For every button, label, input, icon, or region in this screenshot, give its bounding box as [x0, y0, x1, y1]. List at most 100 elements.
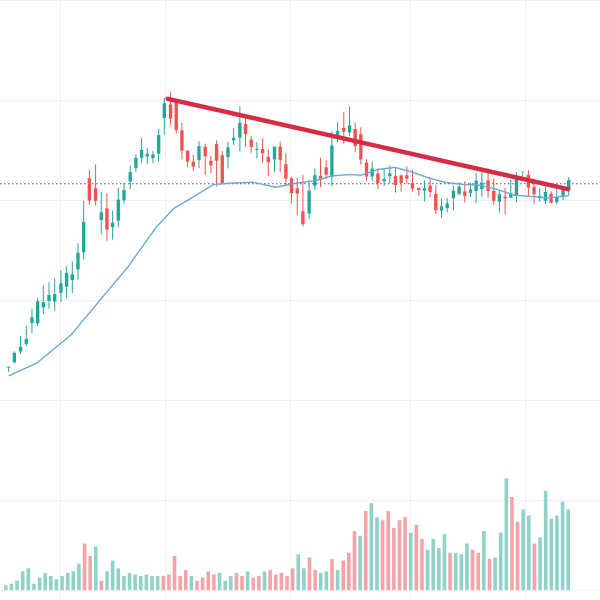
candle: [434, 185, 438, 215]
candle: [451, 185, 456, 211]
volume-bar: [99, 580, 104, 590]
candle-body: [156, 135, 161, 154]
volume-bar: [110, 560, 115, 590]
candle-body: [307, 190, 311, 214]
candle: [359, 127, 363, 165]
candle: [439, 198, 444, 218]
volume-bar: [268, 569, 272, 590]
volume-bar: [26, 568, 31, 590]
candle: [64, 266, 69, 299]
candle: [474, 172, 478, 204]
volume-bar: [352, 531, 357, 590]
volume-bar: [279, 572, 284, 590]
candle: [76, 243, 80, 280]
candle: [151, 150, 155, 164]
volume-bar: [341, 560, 346, 590]
volume-bar: [369, 503, 374, 590]
volume-bar: [88, 555, 92, 590]
volume-bar: [420, 538, 424, 590]
volume-bar: [228, 576, 233, 590]
candle-body: [122, 190, 126, 201]
candle: [445, 197, 449, 213]
candle: [428, 177, 432, 198]
candle: [284, 153, 288, 186]
candle: [255, 142, 259, 159]
candle: [497, 189, 502, 213]
volume-bar: [240, 576, 244, 590]
candle: [99, 191, 103, 235]
candle-body: [335, 130, 340, 138]
candle-body: [289, 178, 294, 194]
candle: [145, 147, 149, 164]
candle: [376, 168, 380, 190]
candle-body: [105, 208, 109, 230]
candle-body: [249, 139, 253, 148]
candle-body: [422, 188, 427, 191]
volume-bar: [206, 571, 211, 590]
volume-bar: [290, 568, 295, 590]
candle: [12, 351, 17, 364]
candle: [128, 165, 132, 190]
volume-bar: [161, 576, 166, 590]
candle: [526, 170, 531, 196]
candle: [168, 91, 173, 125]
candle-body: [266, 156, 270, 163]
volume-bar: [195, 580, 199, 590]
candle-body: [417, 187, 421, 191]
candle-body: [543, 191, 548, 201]
candle: [191, 154, 195, 171]
candle-body: [492, 190, 496, 201]
volume-bar: [77, 563, 81, 590]
candle-body: [410, 183, 415, 189]
candle-body: [220, 155, 224, 183]
candle-body: [6, 366, 11, 368]
candle-body: [12, 352, 17, 363]
volume-bar: [20, 571, 25, 590]
candle: [278, 141, 282, 173]
resistance-trendline: [165, 96, 571, 192]
candle-body: [180, 130, 184, 151]
trendline: [165, 96, 571, 192]
candle: [347, 106, 352, 137]
candle-body: [388, 173, 392, 177]
volume-bar: [408, 532, 413, 590]
candle-body: [197, 146, 201, 161]
volume-bar: [403, 517, 407, 590]
volume-bar: [482, 531, 486, 590]
volume-bar: [122, 576, 126, 590]
candle: [6, 366, 11, 373]
candle-body: [451, 190, 456, 199]
candle: [156, 128, 161, 162]
candle-body: [278, 146, 282, 160]
candle-body: [151, 154, 155, 159]
volume-bar: [71, 571, 76, 590]
volume-bar: [234, 572, 239, 590]
volume-bar: [555, 515, 559, 590]
candle-body: [214, 143, 219, 161]
volume-bar: [549, 518, 554, 590]
candle-body: [393, 175, 398, 186]
candle: [122, 182, 126, 204]
candle-body: [41, 302, 46, 308]
volume-bar: [251, 577, 256, 590]
volume-bar: [257, 576, 261, 590]
candle: [330, 131, 334, 187]
candle: [405, 166, 409, 184]
candle: [324, 160, 328, 180]
volume-bar: [32, 583, 36, 590]
volume-bar: [302, 568, 306, 590]
candle: [538, 188, 542, 202]
volume-bar: [459, 554, 464, 590]
candle: [24, 325, 28, 346]
volume-bar: [15, 580, 19, 590]
candle-body: [203, 146, 207, 157]
candle-body: [272, 146, 277, 160]
candle: [220, 150, 224, 185]
candle-body: [405, 175, 409, 179]
candle: [422, 180, 427, 202]
candle: [555, 186, 559, 204]
candle: [364, 159, 369, 181]
candle: [567, 177, 571, 196]
candle: [116, 187, 120, 228]
volume-bar: [431, 538, 436, 590]
